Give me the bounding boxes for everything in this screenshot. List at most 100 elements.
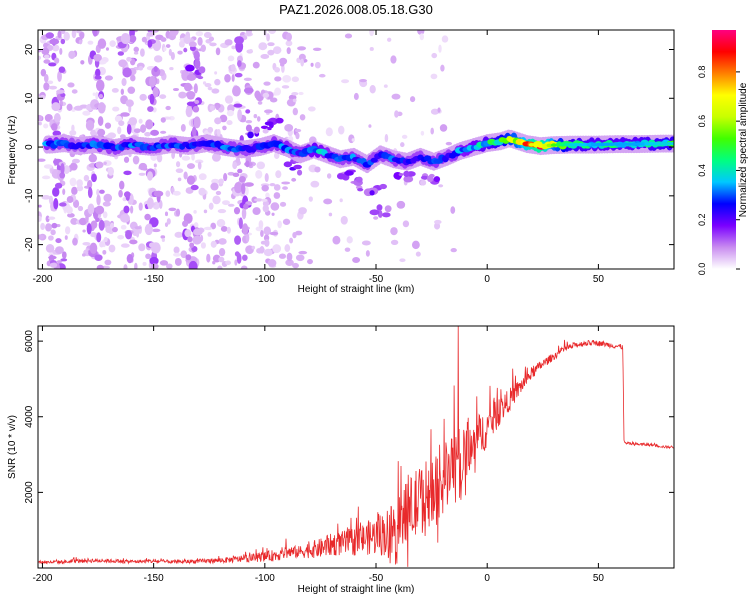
- heat-noise-speck: [341, 79, 350, 84]
- heat-noise-speck: [369, 47, 374, 51]
- heat-noise-speck: [220, 226, 228, 232]
- heat-streak-speck: [60, 162, 65, 175]
- heat-streak-speck: [97, 38, 107, 49]
- heat-noise-speck: [208, 202, 214, 210]
- heat-noise-speck: [263, 226, 272, 236]
- heat-noise-speck: [144, 131, 151, 137]
- heat-noise-speck: [172, 87, 180, 92]
- heat-streak-speck: [53, 198, 59, 210]
- heat-noise-speck: [207, 232, 212, 237]
- heat-noise-speck: [256, 116, 261, 122]
- heat-noise-speck: [181, 155, 191, 161]
- heat-noise-speck: [159, 260, 169, 266]
- heat-noise-speck: [195, 31, 204, 37]
- heat-streak-speck: [98, 93, 104, 99]
- heat-ridge-bright: [590, 142, 597, 147]
- heat-noise-speck: [264, 239, 270, 247]
- heat-noise-speck: [104, 75, 114, 81]
- heat-noise-speck: [76, 179, 83, 188]
- heat-noise-speck: [218, 247, 226, 257]
- snr-y-ticks: 2000 4000 6000: [24, 330, 674, 504]
- snr-x-tick-label: -50: [369, 573, 384, 584]
- heat-noise-speck: [267, 42, 275, 47]
- heat-noise-speck: [214, 78, 221, 86]
- heat-branch-blob: [376, 204, 383, 211]
- heat-noise-speck: [43, 54, 50, 59]
- heat-noise-speck: [323, 198, 333, 205]
- heat-noise-speck: [43, 164, 53, 169]
- heat-noise-speck: [43, 82, 50, 91]
- heat-streak-speck: [127, 86, 136, 94]
- heat-noise-speck: [67, 82, 75, 88]
- heat-noise-speck: [261, 184, 269, 192]
- heat-noise-speck: [85, 213, 89, 223]
- heat-noise-speck: [206, 253, 211, 263]
- heat-streak-speck: [94, 254, 103, 261]
- heat-ridge-bright: [604, 142, 611, 147]
- heat-noise-speck: [211, 88, 220, 94]
- heat-ridge-bright: [639, 142, 646, 146]
- heat-noise-speck: [175, 208, 181, 217]
- heat-ridge-bright: [537, 144, 544, 148]
- heat-noise-speck: [281, 85, 290, 89]
- colorbar-strip: [712, 30, 736, 269]
- heat-noise-speck: [133, 128, 141, 134]
- heat-branch-blob: [283, 161, 293, 168]
- spectrogram-y-tick-label: -20: [24, 237, 35, 252]
- heat-noise-speck: [352, 257, 361, 263]
- heat-streak-speck: [183, 47, 188, 53]
- heat-ridge-bright: [644, 142, 651, 146]
- heat-streak-speck: [188, 41, 197, 48]
- heat-noise-speck: [261, 198, 268, 202]
- heat-branch-blob: [245, 124, 252, 132]
- heat-noise-speck: [256, 161, 266, 170]
- heat-noise-speck: [63, 31, 70, 41]
- heat-noise-speck: [38, 114, 43, 122]
- heat-noise-speck: [409, 96, 416, 103]
- heat-noise-speck: [209, 105, 215, 111]
- heat-noise-speck: [307, 258, 313, 265]
- heat-noise-speck: [257, 100, 263, 105]
- heat-noise-speck: [88, 153, 98, 163]
- heat-noise-speck: [298, 250, 308, 255]
- heat-streak-speck: [95, 68, 101, 77]
- heat-noise-speck: [401, 134, 408, 139]
- heat-noise-speck: [440, 64, 445, 72]
- snr-xlabel: Height of straight line (km): [298, 584, 415, 595]
- heat-noise-speck: [271, 212, 275, 216]
- heat-noise-speck: [218, 238, 227, 245]
- heat-noise-speck: [264, 109, 273, 114]
- heat-noise-speck: [82, 110, 91, 116]
- heat-noise-speck: [219, 114, 228, 123]
- snr-x-tick-label: -200: [32, 573, 52, 584]
- heat-noise-speck: [105, 47, 110, 51]
- heat-ridge-bright: [595, 142, 602, 147]
- colorbar-tick-label: 0.0: [697, 263, 707, 276]
- heat-noise-speck: [108, 244, 116, 253]
- heat-branch-blob: [344, 170, 354, 176]
- heat-noise-speck: [215, 190, 222, 196]
- heat-noise-speck: [251, 245, 256, 250]
- heat-noise-speck: [177, 50, 183, 55]
- heat-noise-speck: [430, 127, 434, 135]
- heat-noise-speck: [71, 158, 80, 164]
- heat-streak-speck: [152, 86, 159, 98]
- heat-noise-speck: [198, 173, 207, 181]
- heat-noise-speck: [384, 134, 389, 143]
- heat-streak-speck: [96, 264, 104, 269]
- heat-noise-speck: [135, 228, 140, 238]
- heat-branch-blob: [185, 64, 195, 72]
- heat-noise-speck: [66, 103, 73, 111]
- heat-noise-speck: [218, 178, 224, 185]
- heat-noise-speck: [41, 175, 51, 180]
- heat-streak-speck: [149, 93, 155, 105]
- heat-streak-speck: [243, 203, 249, 210]
- heat-branch-blob: [48, 255, 57, 260]
- heat-noise-speck: [346, 236, 353, 244]
- heat-noise-speck: [183, 35, 191, 45]
- heat-noise-speck: [368, 124, 372, 128]
- heat-streak-speck: [246, 30, 252, 36]
- heat-noise-speck: [430, 73, 438, 80]
- heat-noise-speck: [63, 165, 70, 174]
